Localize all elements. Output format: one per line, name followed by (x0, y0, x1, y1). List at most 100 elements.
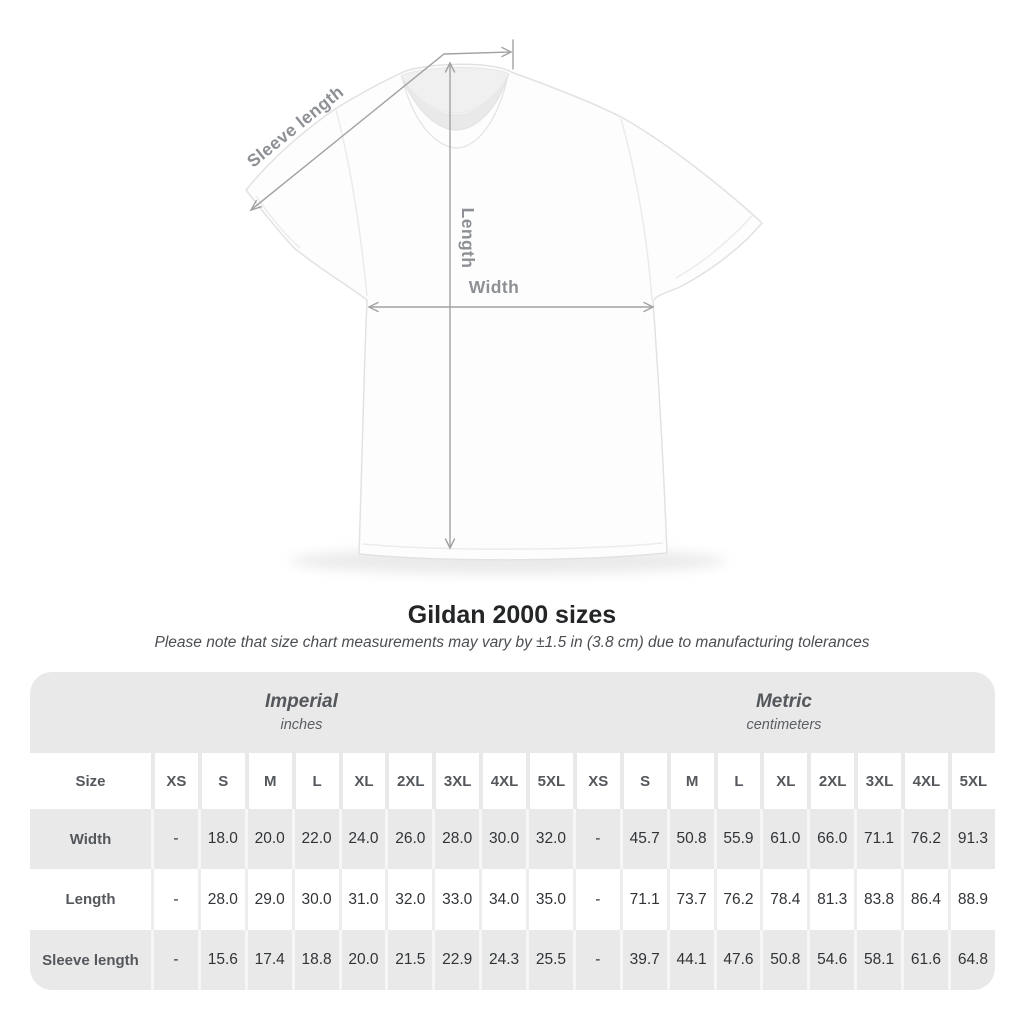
size-cell: 4XL (479, 753, 526, 809)
value-cell: 88.9 (947, 869, 995, 930)
value-cell: 71.1 (619, 869, 667, 930)
value-cell: 86.4 (901, 869, 948, 930)
size-cell: 2XL (807, 753, 855, 809)
collar-band (401, 74, 509, 149)
tshirt-measurement-diagram: Sleeve length Length Width (243, 39, 763, 574)
value-cell: 81.3 (807, 869, 855, 930)
size-cell: L (713, 753, 761, 809)
table-row: Width -18.0 20.0 22.0 24.0 26.0 28.0 30.0 32.0-4… (30, 809, 995, 869)
value-cell: 76.2 (713, 869, 761, 930)
row-label: Sleeve length (30, 930, 151, 990)
value-cell: 29.0 (244, 869, 292, 930)
unit-band-row: Imperial inches Metric centimeters (30, 672, 995, 753)
value-cell: 18.0 (197, 809, 245, 869)
page-title: Gildan 2000 sizes (407, 601, 617, 629)
size-cell: 4XL (901, 753, 948, 809)
size-cell: 2XL (385, 753, 433, 809)
value-cell: 66.0 (807, 809, 855, 869)
value-cell: - (151, 930, 198, 990)
value-cell: 24.0 (338, 809, 386, 869)
value-cell: 30.0 (479, 809, 526, 869)
value-cell: 22.9 (432, 930, 480, 990)
size-cell: XS (572, 753, 620, 809)
value-cell: 44.1 (666, 930, 714, 990)
value-cell: 26.0 (385, 809, 433, 869)
value-cell: 33.0 (432, 869, 480, 930)
right-sleeve-seam (620, 118, 653, 301)
table-row: Sleeve length -15.6 17.4 18.8 20.0 21.5 22.9 24… (30, 930, 995, 990)
left-sleeve-seam (335, 109, 368, 297)
value-cell: 34.0 (479, 869, 526, 930)
value-cell: - (572, 869, 620, 930)
value-cell: 22.0 (291, 809, 339, 869)
size-cell: S (619, 753, 667, 809)
value-cell: 20.0 (338, 930, 386, 990)
value-cell: 31.0 (338, 869, 386, 930)
sleeve-length-measure (249, 39, 514, 212)
value-cell: 35.0 (526, 869, 573, 930)
value-cell: 20.0 (244, 809, 292, 869)
size-cell: M (666, 753, 714, 809)
value-cell: 30.0 (291, 869, 339, 930)
table-band-metric: Metric centimeters (572, 672, 995, 753)
size-cell: 5XL (526, 753, 573, 809)
size-cell: L (291, 753, 339, 809)
row-label: Width (30, 809, 151, 869)
value-cell: 71.1 (854, 809, 901, 869)
size-cell: 5XL (947, 753, 995, 809)
value-cell: 47.6 (713, 930, 761, 990)
value-cell: 28.0 (432, 809, 480, 869)
value-cell: 55.9 (713, 809, 761, 869)
value-cell: 32.0 (385, 869, 433, 930)
size-cell: M (244, 753, 292, 809)
size-header-row: Size XS S M L XL 2XL 3XL 4XL 5XL XS S M L XL 2XL 3XL 4XL 5… (30, 753, 995, 809)
collar-interior (400, 66, 510, 114)
value-cell: 64.8 (947, 930, 995, 990)
value-cell: 76.2 (901, 809, 948, 869)
table-row: Length -28.0 29.0 30.0 31.0 32.0 33.0 34.0 35.0-… (30, 869, 995, 930)
value-cell: - (151, 869, 198, 930)
left-cuff-seam (255, 195, 301, 249)
value-cell: 21.5 (385, 930, 433, 990)
row-label: Length (30, 869, 151, 930)
value-cell: 28.0 (197, 869, 245, 930)
size-cell: 3XL (432, 753, 480, 809)
value-cell: 78.4 (760, 869, 808, 930)
value-cell: 73.7 (666, 869, 714, 930)
size-table: Imperial inches Metric centimeters Size XS S M L… (30, 672, 995, 990)
value-cell: 15.6 (197, 930, 245, 990)
size-column-header: Size (30, 753, 151, 809)
width-label: Width (469, 277, 519, 297)
width-measure (367, 301, 655, 313)
value-cell: 24.3 (479, 930, 526, 990)
size-cell: S (197, 753, 245, 809)
value-cell: 50.8 (666, 809, 714, 869)
value-cell: - (572, 809, 620, 869)
tolerance-note: Please note that size chart measurements… (154, 634, 870, 651)
value-cell: 50.8 (760, 930, 808, 990)
value-cell: 39.7 (619, 930, 667, 990)
size-table-container: Imperial inches Metric centimeters Size XS S M L… (30, 672, 995, 990)
value-cell: 45.7 (619, 809, 667, 869)
unit-subtitle: centimeters (746, 717, 822, 733)
value-cell: 54.6 (807, 930, 855, 990)
hem-seam (362, 542, 664, 550)
value-cell: 91.3 (947, 809, 995, 869)
value-cell: 32.0 (526, 809, 573, 869)
size-cell: 3XL (854, 753, 901, 809)
value-cell: 61.0 (760, 809, 808, 869)
length-measure (444, 61, 456, 550)
value-cell: - (151, 809, 198, 869)
size-cell: XL (760, 753, 808, 809)
neck-opening (402, 75, 508, 130)
value-cell: 83.8 (854, 869, 901, 930)
size-cell: XS (151, 753, 198, 809)
value-cell: 18.8 (291, 930, 339, 990)
value-cell: 17.4 (244, 930, 292, 990)
value-cell: - (572, 930, 620, 990)
unit-title: Imperial (265, 691, 338, 712)
length-label: Length (458, 208, 478, 269)
tshirt-body (245, 63, 763, 561)
value-cell: 58.1 (854, 930, 901, 990)
